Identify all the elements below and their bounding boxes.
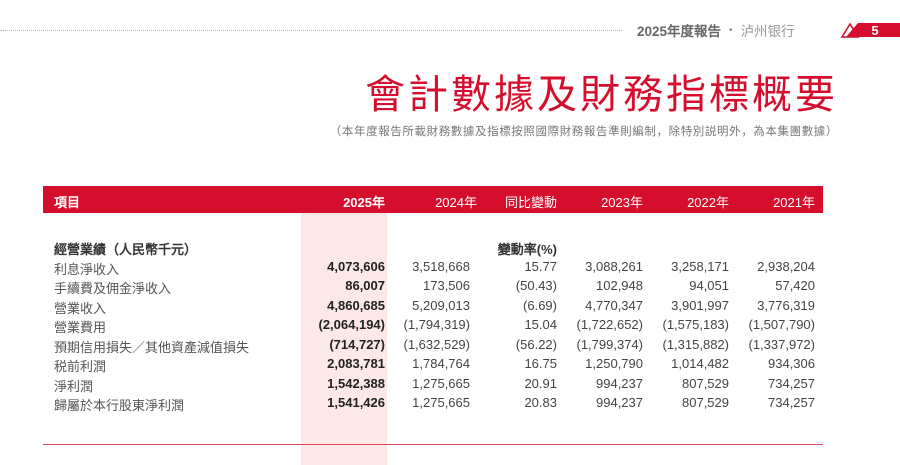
bank-name: 泸州银行: [740, 24, 795, 39]
value-2023: 3,088,261: [585, 258, 643, 274]
value-2023: (1,799,374): [576, 336, 644, 352]
value-2023: 994,237: [596, 395, 643, 410]
table-body: 經營業績（人民幣千元） 變動率(%) 利息淨收入 4,073,606 3,518…: [43, 237, 823, 413]
value-2025: (2,064,194): [318, 317, 386, 332]
value-2021: 734,257: [768, 395, 815, 410]
value-2022: 807,529: [682, 375, 729, 391]
section-label: 經營業績（人民幣千元）: [54, 242, 198, 257]
dotted-divider: [0, 30, 622, 31]
header-item: 項目: [54, 195, 81, 210]
page-subtitle: （本年度報告所載財務數據及指標按照國際財務報告準則編制，除特別説明外，為本集團數…: [329, 126, 838, 138]
header-2024: 2024年: [435, 195, 477, 210]
value-2022: 3,258,171: [671, 258, 729, 274]
header-2021: 2021年: [773, 195, 815, 210]
table-row: 歸屬於本行股東淨利潤 1,541,426 1,275,665 20.83 994…: [43, 393, 823, 413]
section-row: 經營業績（人民幣千元） 變動率(%): [43, 237, 823, 257]
page-number-badge: 5: [846, 23, 900, 37]
report-name: 2025年度報告: [637, 24, 722, 39]
value-2023: 1,250,790: [585, 356, 643, 371]
value-2023: 102,948: [596, 278, 643, 293]
running-header: 2025年度報告 • 泸州银行 5: [0, 20, 900, 44]
table-row: 淨利潤 1,542,388 1,275,665 20.91 994,237 80…: [43, 374, 823, 394]
row-item: 營業費用: [54, 320, 107, 335]
value-change: 20.83: [524, 395, 557, 410]
value-2024: 1,784,764: [412, 356, 470, 371]
header-2025: 2025年: [343, 195, 385, 210]
table-row: 手續費及佣金淨收入 86,007 173,506 (50.43) 102,948…: [43, 276, 823, 296]
value-2025: 1,542,388: [327, 375, 385, 391]
value-2025: 4,860,685: [327, 297, 385, 313]
row-item: 手續費及佣金淨收入: [54, 281, 172, 296]
header-2022: 2022年: [687, 195, 729, 210]
value-2024: 1,275,665: [412, 395, 470, 410]
value-2022: 1,014,482: [671, 356, 729, 371]
value-2022: 807,529: [682, 395, 729, 410]
table-row: 預期信用損失／其他資產減值損失 (714,727) (1,632,529) (5…: [43, 335, 823, 355]
value-2025: (714,727): [329, 336, 385, 352]
table-row: 利息淨收入 4,073,606 3,518,668 15.77 3,088,26…: [43, 257, 823, 277]
value-2023: (1,722,652): [576, 317, 644, 332]
value-2024: 1,275,665: [412, 375, 470, 391]
value-change: (56.22): [515, 336, 557, 352]
value-2023: 994,237: [596, 375, 643, 391]
value-2025: 86,007: [345, 278, 385, 293]
value-2021: (1,507,790): [748, 317, 816, 332]
row-item: 利息淨收入: [54, 261, 120, 277]
table-row: 税前利潤 2,083,781 1,784,764 16.75 1,250,790…: [43, 354, 823, 374]
value-2021: 734,257: [768, 375, 815, 391]
value-change: 15.77: [524, 258, 557, 274]
value-2025: 1,541,426: [327, 395, 385, 410]
table-header: 項目 2025年 2024年 同比變動 2023年 2022年 2021年: [43, 186, 823, 213]
row-item: 預期信用損失／其他資產減值損失: [54, 339, 250, 355]
value-2023: 4,770,347: [585, 297, 643, 313]
value-2024: (1,632,529): [403, 336, 471, 352]
change-rate-label: 變動率(%): [497, 242, 557, 257]
value-2021: 2,938,204: [757, 258, 815, 274]
current-year-highlight: [301, 213, 387, 465]
value-2022: 94,051: [689, 278, 729, 293]
value-change: (50.43): [515, 278, 557, 293]
table-bottom-rule: [43, 444, 823, 445]
running-header-text: 2025年度報告 • 泸州银行: [637, 20, 795, 40]
value-change: (6.69): [523, 297, 557, 313]
value-change: 15.04: [524, 317, 557, 332]
value-2024: (1,794,319): [403, 317, 471, 332]
header-yoy-change: 同比變動: [504, 195, 557, 210]
value-2024: 173,506: [423, 278, 470, 293]
value-2021: 3,776,319: [757, 297, 815, 313]
bullet-separator: •: [729, 24, 733, 36]
page-title: 會計數據及財務指標概要: [365, 72, 838, 118]
table-row: 營業收入 4,860,685 5,209,013 (6.69) 4,770,34…: [43, 296, 823, 316]
row-item: 營業收入: [54, 300, 107, 316]
value-change: 20.91: [524, 375, 557, 391]
value-2025: 4,073,606: [327, 258, 385, 274]
value-2024: 3,518,668: [412, 258, 470, 274]
value-2022: 3,901,997: [671, 297, 729, 313]
row-item: 淨利潤: [54, 378, 94, 394]
value-2022: (1,315,882): [662, 336, 730, 352]
header-2023: 2023年: [601, 195, 643, 210]
value-2021: 934,306: [768, 356, 815, 371]
value-2022: (1,575,183): [662, 317, 730, 332]
row-item: 税前利潤: [54, 359, 107, 374]
value-2024: 5,209,013: [412, 297, 470, 313]
value-2021: (1,337,972): [748, 336, 816, 352]
value-2021: 57,420: [775, 278, 815, 293]
value-change: 16.75: [524, 356, 557, 371]
row-item: 歸屬於本行股東淨利潤: [54, 398, 185, 413]
value-2025: 2,083,781: [327, 356, 385, 371]
table-row: 營業費用 (2,064,194) (1,794,319) 15.04 (1,72…: [43, 315, 823, 335]
